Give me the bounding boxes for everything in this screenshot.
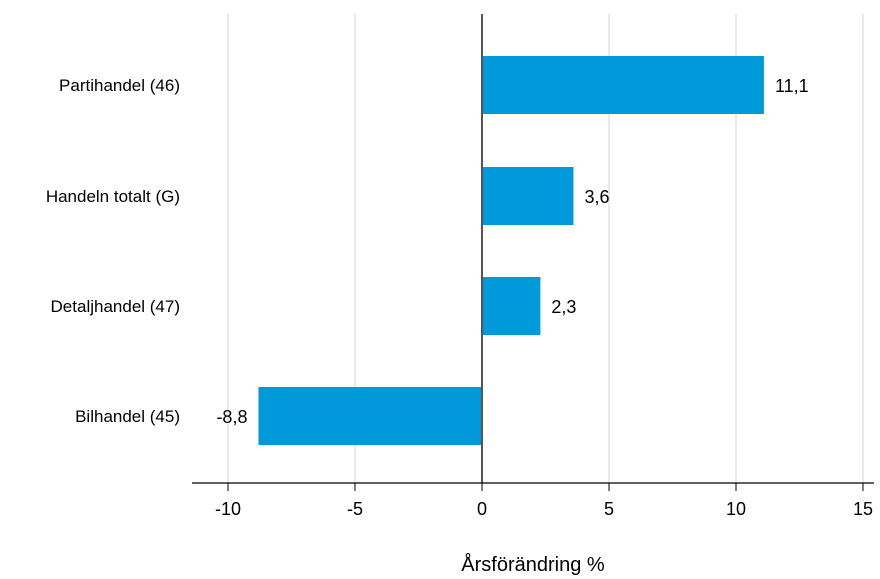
bar [482,167,574,225]
x-axis-title: Årsförändring % [461,553,605,576]
labels: -10 -5 0 5 10 15 11,1 Partihandel (46) 3,6 Handel… [46,76,873,519]
x-tick-label: -10 [215,499,241,519]
bars [258,56,764,445]
category-label: Bilhandel (45) [75,407,180,426]
data-label: 2,3 [551,297,576,317]
category-label: Partihandel (46) [59,76,180,95]
data-label: -8,8 [216,407,247,427]
x-tick-label: 10 [726,499,746,519]
bar [482,277,541,335]
data-label: 11,1 [775,76,809,96]
axes [192,14,874,491]
x-tick-label: 15 [853,499,873,519]
x-tick-label: -5 [347,499,363,519]
x-tick-label: 0 [477,499,487,519]
bar [482,56,764,114]
data-label: 3,6 [584,187,609,207]
category-label: Detaljhandel (47) [51,297,180,316]
category-label: Handeln totalt (G) [46,187,180,206]
bar [258,387,482,445]
x-tick-label: 5 [604,499,614,519]
